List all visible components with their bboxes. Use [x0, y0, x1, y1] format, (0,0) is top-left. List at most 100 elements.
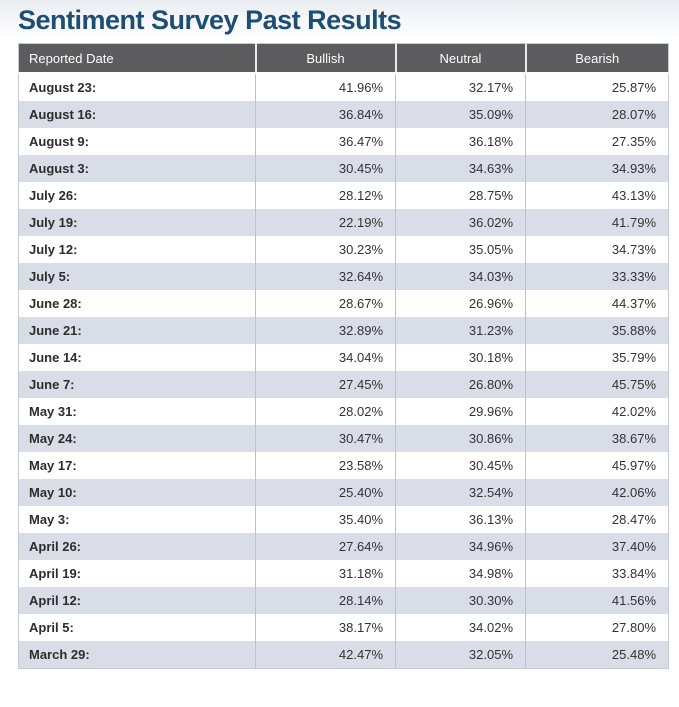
table-row: July 12: 30.23% 35.05% 34.73%	[18, 236, 669, 263]
bullish-value-cell: 42.47%	[255, 641, 396, 669]
bearish-value-cell: 34.73%	[525, 236, 669, 263]
neutral-value-cell: 30.30%	[395, 587, 526, 614]
table-row: May 10: 25.40% 32.54% 42.06%	[18, 479, 669, 506]
bearish-value-cell: 33.84%	[525, 560, 669, 587]
table-header-row: Reported Date Bullish Neutral Bearish	[18, 43, 669, 74]
bullish-value-cell: 35.40%	[255, 506, 396, 533]
reported-date-cell: March 29:	[18, 641, 256, 669]
bearish-value-cell: 34.93%	[525, 155, 669, 182]
bullish-value-cell: 28.14%	[255, 587, 396, 614]
neutral-value-cell: 34.98%	[395, 560, 526, 587]
neutral-value-cell: 34.96%	[395, 533, 526, 560]
table-body: August 23: 41.96% 32.17% 25.87% August 1…	[18, 73, 669, 669]
table-row: July 5: 32.64% 34.03% 33.33%	[18, 263, 669, 290]
neutral-value-cell: 32.54%	[395, 479, 526, 506]
column-header-neutral: Neutral	[394, 43, 526, 74]
table-row: August 23: 41.96% 32.17% 25.87%	[18, 73, 669, 101]
neutral-value-cell: 32.17%	[395, 73, 526, 101]
bullish-value-cell: 38.17%	[255, 614, 396, 641]
reported-date-cell: May 10:	[18, 479, 256, 506]
reported-date-cell: July 26:	[18, 182, 256, 209]
table-row: May 31: 28.02% 29.96% 42.02%	[18, 398, 669, 425]
page: Sentiment Survey Past Results Reported D…	[0, 5, 679, 669]
neutral-value-cell: 31.23%	[395, 317, 526, 344]
table-row: June 7: 27.45% 26.80% 45.75%	[18, 371, 669, 398]
neutral-value-cell: 34.02%	[395, 614, 526, 641]
bearish-value-cell: 41.56%	[525, 587, 669, 614]
neutral-value-cell: 35.05%	[395, 236, 526, 263]
neutral-value-cell: 28.75%	[395, 182, 526, 209]
table-row: May 17: 23.58% 30.45% 45.97%	[18, 452, 669, 479]
table-row: April 19: 31.18% 34.98% 33.84%	[18, 560, 669, 587]
reported-date-cell: May 3:	[18, 506, 256, 533]
neutral-value-cell: 30.86%	[395, 425, 526, 452]
bearish-value-cell: 27.35%	[525, 128, 669, 155]
neutral-value-cell: 34.63%	[395, 155, 526, 182]
table-row: June 28: 28.67% 26.96% 44.37%	[18, 290, 669, 317]
bullish-value-cell: 22.19%	[255, 209, 396, 236]
bullish-value-cell: 30.47%	[255, 425, 396, 452]
bullish-value-cell: 28.12%	[255, 182, 396, 209]
bearish-value-cell: 37.40%	[525, 533, 669, 560]
column-header-reported-date: Reported Date	[18, 43, 256, 74]
page-title: Sentiment Survey Past Results	[18, 5, 402, 35]
bearish-value-cell: 25.48%	[525, 641, 669, 669]
bearish-value-cell: 42.02%	[525, 398, 669, 425]
reported-date-cell: May 31:	[18, 398, 256, 425]
table-row: May 24: 30.47% 30.86% 38.67%	[18, 425, 669, 452]
bullish-value-cell: 31.18%	[255, 560, 396, 587]
reported-date-cell: July 5:	[18, 263, 256, 290]
bearish-value-cell: 45.97%	[525, 452, 669, 479]
bullish-value-cell: 28.02%	[255, 398, 396, 425]
table-row: June 14: 34.04% 30.18% 35.79%	[18, 344, 669, 371]
reported-date-cell: August 23:	[18, 73, 256, 101]
reported-date-cell: April 5:	[18, 614, 256, 641]
bullish-value-cell: 41.96%	[255, 73, 396, 101]
bearish-value-cell: 35.88%	[525, 317, 669, 344]
bearish-value-cell: 38.67%	[525, 425, 669, 452]
reported-date-cell: June 7:	[18, 371, 256, 398]
reported-date-cell: August 3:	[18, 155, 256, 182]
table-row: April 5: 38.17% 34.02% 27.80%	[18, 614, 669, 641]
table-row: April 26: 27.64% 34.96% 37.40%	[18, 533, 669, 560]
bearish-value-cell: 45.75%	[525, 371, 669, 398]
reported-date-cell: April 19:	[18, 560, 256, 587]
bearish-value-cell: 42.06%	[525, 479, 669, 506]
sentiment-survey-table: Reported Date Bullish Neutral Bearish Au…	[18, 43, 669, 669]
bullish-value-cell: 36.47%	[255, 128, 396, 155]
bearish-value-cell: 35.79%	[525, 344, 669, 371]
table-row: July 26: 28.12% 28.75% 43.13%	[18, 182, 669, 209]
reported-date-cell: May 17:	[18, 452, 256, 479]
neutral-value-cell: 32.05%	[395, 641, 526, 669]
table-row: August 16: 36.84% 35.09% 28.07%	[18, 101, 669, 128]
neutral-value-cell: 30.18%	[395, 344, 526, 371]
table-row: July 19: 22.19% 36.02% 41.79%	[18, 209, 669, 236]
bearish-value-cell: 28.47%	[525, 506, 669, 533]
neutral-value-cell: 34.03%	[395, 263, 526, 290]
reported-date-cell: August 9:	[18, 128, 256, 155]
bearish-value-cell: 27.80%	[525, 614, 669, 641]
bearish-value-cell: 44.37%	[525, 290, 669, 317]
bullish-value-cell: 27.45%	[255, 371, 396, 398]
reported-date-cell: June 14:	[18, 344, 256, 371]
reported-date-cell: April 26:	[18, 533, 256, 560]
bullish-value-cell: 36.84%	[255, 101, 396, 128]
bearish-value-cell: 28.07%	[525, 101, 669, 128]
neutral-value-cell: 36.02%	[395, 209, 526, 236]
table-row: April 12: 28.14% 30.30% 41.56%	[18, 587, 669, 614]
bullish-value-cell: 32.89%	[255, 317, 396, 344]
bearish-value-cell: 43.13%	[525, 182, 669, 209]
bearish-value-cell: 33.33%	[525, 263, 669, 290]
reported-date-cell: July 19:	[18, 209, 256, 236]
neutral-value-cell: 26.96%	[395, 290, 526, 317]
bullish-value-cell: 28.67%	[255, 290, 396, 317]
table-row: June 21: 32.89% 31.23% 35.88%	[18, 317, 669, 344]
neutral-value-cell: 35.09%	[395, 101, 526, 128]
neutral-value-cell: 26.80%	[395, 371, 526, 398]
bullish-value-cell: 30.45%	[255, 155, 396, 182]
table-row: August 9: 36.47% 36.18% 27.35%	[18, 128, 669, 155]
table-row: August 3: 30.45% 34.63% 34.93%	[18, 155, 669, 182]
bullish-value-cell: 25.40%	[255, 479, 396, 506]
bullish-value-cell: 23.58%	[255, 452, 396, 479]
reported-date-cell: April 12:	[18, 587, 256, 614]
